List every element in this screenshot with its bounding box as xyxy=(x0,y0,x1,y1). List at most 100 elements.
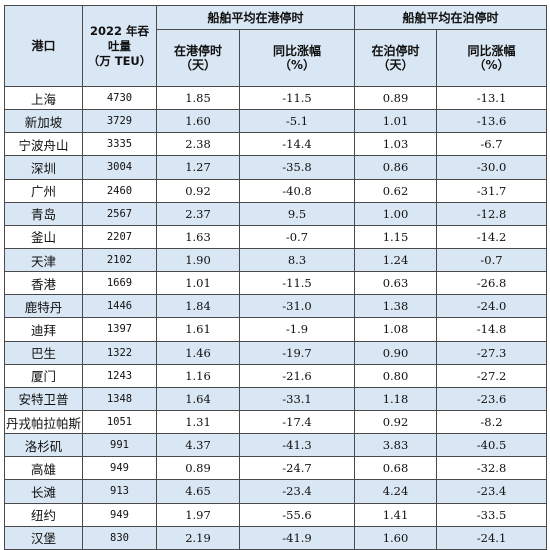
berth-days-cell: 1.24 xyxy=(354,247,438,273)
berth-days-cell: 1.00 xyxy=(354,201,438,226)
port-days-cell: 1.97 xyxy=(156,502,240,527)
berth-yoy-cell: -27.3 xyxy=(436,340,548,365)
port-yoy-cell: -23.4 xyxy=(238,479,356,504)
port-days-cell: 0.92 xyxy=(156,178,240,203)
port-name-cell: 深圳 xyxy=(4,155,83,180)
berth-days-cell: 1.18 xyxy=(354,386,438,411)
table-row: 迪拜 1397 1.61 -1.9 1.08 -14.8 xyxy=(4,317,548,342)
table-row: 厦门 1243 1.16 -21.6 0.80 -27.2 xyxy=(4,363,548,388)
port-yoy-cell: -24.7 xyxy=(238,456,356,481)
port-name-cell: 鹿特丹 xyxy=(4,294,83,319)
port-yoy-cell: -5.1 xyxy=(238,109,356,134)
port-days-cell: 4.65 xyxy=(156,479,240,504)
port-name-cell: 长滩 xyxy=(4,479,83,504)
berth-yoy-cell: -40.5 xyxy=(436,433,548,458)
port-yoy-cell: -41.3 xyxy=(238,433,356,458)
port-column-header: 港口 xyxy=(4,5,83,87)
berth-time-header-line2: （天） xyxy=(377,58,414,72)
port-days-cell: 1.84 xyxy=(156,294,240,319)
port-stats-table: 港口 2022 年吞 吐量 （万 TEU） 船舶平均在港停时 船舶平均在泊停时 … xyxy=(4,5,548,550)
port-yoy-column-header: 同比涨幅 （%） xyxy=(238,29,356,87)
throughput-cell: 1669 xyxy=(82,271,157,296)
table-row: 长滩 913 4.65 -23.4 4.24 -23.4 xyxy=(4,479,548,504)
berth-days-cell: 0.63 xyxy=(354,271,438,296)
table-body: 上海 4730 1.85 -11.5 0.89 -13.1 新加坡 3729 1.60 -5.1 1… xyxy=(4,85,548,550)
berth-days-cell: 1.41 xyxy=(354,502,438,527)
throughput-header-line3: （万 TEU） xyxy=(87,53,152,68)
table-header: 港口 2022 年吞 吐量 （万 TEU） 船舶平均在港停时 船舶平均在泊停时 … xyxy=(4,5,548,87)
berth-yoy-cell: -33.5 xyxy=(436,502,548,527)
port-name-cell: 纽约 xyxy=(4,502,83,527)
port-days-cell: 2.19 xyxy=(156,525,240,550)
port-yoy-cell: -11.5 xyxy=(238,85,356,111)
port-yoy-cell: -19.7 xyxy=(238,340,356,365)
port-name-cell: 洛杉矶 xyxy=(4,433,83,458)
berth-time-header-line1: 在泊停时 xyxy=(371,44,420,58)
port-days-cell: 1.01 xyxy=(156,271,240,296)
table-row: 洛杉矶 991 4.37 -41.3 3.83 -40.5 xyxy=(4,433,548,458)
throughput-cell: 3729 xyxy=(82,109,157,134)
table-row: 鹿特丹 1446 1.84 -31.0 1.38 -24.0 xyxy=(4,294,548,319)
port-yoy-cell: -14.4 xyxy=(238,132,356,157)
berth-yoy-cell: -14.8 xyxy=(436,317,548,342)
throughput-cell: 3004 xyxy=(82,155,157,180)
throughput-cell: 2567 xyxy=(82,201,157,226)
table-row: 上海 4730 1.85 -11.5 0.89 -13.1 xyxy=(4,85,548,111)
berth-days-cell: 1.38 xyxy=(354,294,438,319)
berth-yoy-cell: -13.1 xyxy=(436,85,548,111)
port-yoy-cell: -40.8 xyxy=(238,178,356,203)
berth-days-cell: 0.80 xyxy=(354,363,438,388)
port-yoy-cell: -35.8 xyxy=(238,155,356,180)
port-days-cell: 4.37 xyxy=(156,433,240,458)
throughput-cell: 949 xyxy=(82,456,157,481)
throughput-cell: 2102 xyxy=(82,247,157,273)
berth-days-cell: 1.60 xyxy=(354,525,438,550)
berth-yoy-column-header: 同比涨幅 （%） xyxy=(436,29,548,87)
port-yoy-cell: -41.9 xyxy=(238,525,356,550)
port-yoy-cell: -31.0 xyxy=(238,294,356,319)
throughput-header-line1: 2022 年吞 xyxy=(89,23,149,38)
port-yoy-cell: 8.3 xyxy=(238,247,356,273)
port-days-cell: 1.60 xyxy=(156,109,240,134)
throughput-cell: 2460 xyxy=(82,178,157,203)
port-time-header-line2: （天） xyxy=(179,58,216,72)
port-name-cell: 天津 xyxy=(4,247,83,273)
throughput-column-header: 2022 年吞 吐量 （万 TEU） xyxy=(82,5,157,87)
table-row: 高雄 949 0.89 -24.7 0.68 -32.8 xyxy=(4,456,548,481)
berth-yoy-cell: -31.7 xyxy=(436,178,548,203)
port-time-group-header: 船舶平均在港停时 xyxy=(155,5,356,30)
port-days-cell: 2.38 xyxy=(156,132,240,157)
berth-yoy-cell: -23.6 xyxy=(436,386,548,411)
throughput-cell: 1243 xyxy=(82,363,157,388)
port-days-cell: 1.16 xyxy=(156,363,240,388)
table-row: 巴生 1322 1.46 -19.7 0.90 -27.3 xyxy=(4,340,548,365)
berth-time-group-header: 船舶平均在泊停时 xyxy=(354,5,548,30)
berth-days-cell: 1.08 xyxy=(354,317,438,342)
table-row: 汉堡 830 2.19 -41.9 1.60 -24.1 xyxy=(4,525,548,550)
port-name-cell: 香港 xyxy=(4,271,83,296)
berth-days-cell: 1.03 xyxy=(354,132,438,157)
berth-yoy-cell: -24.0 xyxy=(436,294,548,319)
table-row: 广州 2460 0.92 -40.8 0.62 -31.7 xyxy=(4,178,548,203)
table-row: 青岛 2567 2.37 9.5 1.00 -12.8 xyxy=(4,201,548,226)
berth-days-cell: 0.68 xyxy=(354,456,438,481)
table-row: 香港 1669 1.01 -11.5 0.63 -26.8 xyxy=(4,271,548,296)
port-name-cell: 丹戎帕拉帕斯 xyxy=(4,409,83,435)
berth-days-cell: 3.83 xyxy=(354,433,438,458)
port-name-cell: 釜山 xyxy=(4,224,83,249)
port-name-cell: 迪拜 xyxy=(4,317,83,342)
port-name-cell: 新加坡 xyxy=(4,109,83,134)
port-yoy-cell: -11.5 xyxy=(238,271,356,296)
port-name-cell: 宁波舟山 xyxy=(4,132,83,157)
port-name-cell: 青岛 xyxy=(4,201,83,226)
throughput-cell: 1051 xyxy=(82,409,157,435)
throughput-cell: 2207 xyxy=(82,224,157,249)
port-name-cell: 汉堡 xyxy=(4,525,83,550)
berth-yoy-cell: -24.1 xyxy=(436,525,548,550)
port-days-cell: 1.64 xyxy=(156,386,240,411)
berth-yoy-header-line2: （%） xyxy=(473,58,510,72)
port-yoy-cell: -55.6 xyxy=(238,502,356,527)
port-days-cell: 1.27 xyxy=(156,155,240,180)
port-days-cell: 1.90 xyxy=(156,247,240,273)
table-row: 纽约 949 1.97 -55.6 1.41 -33.5 xyxy=(4,502,548,527)
